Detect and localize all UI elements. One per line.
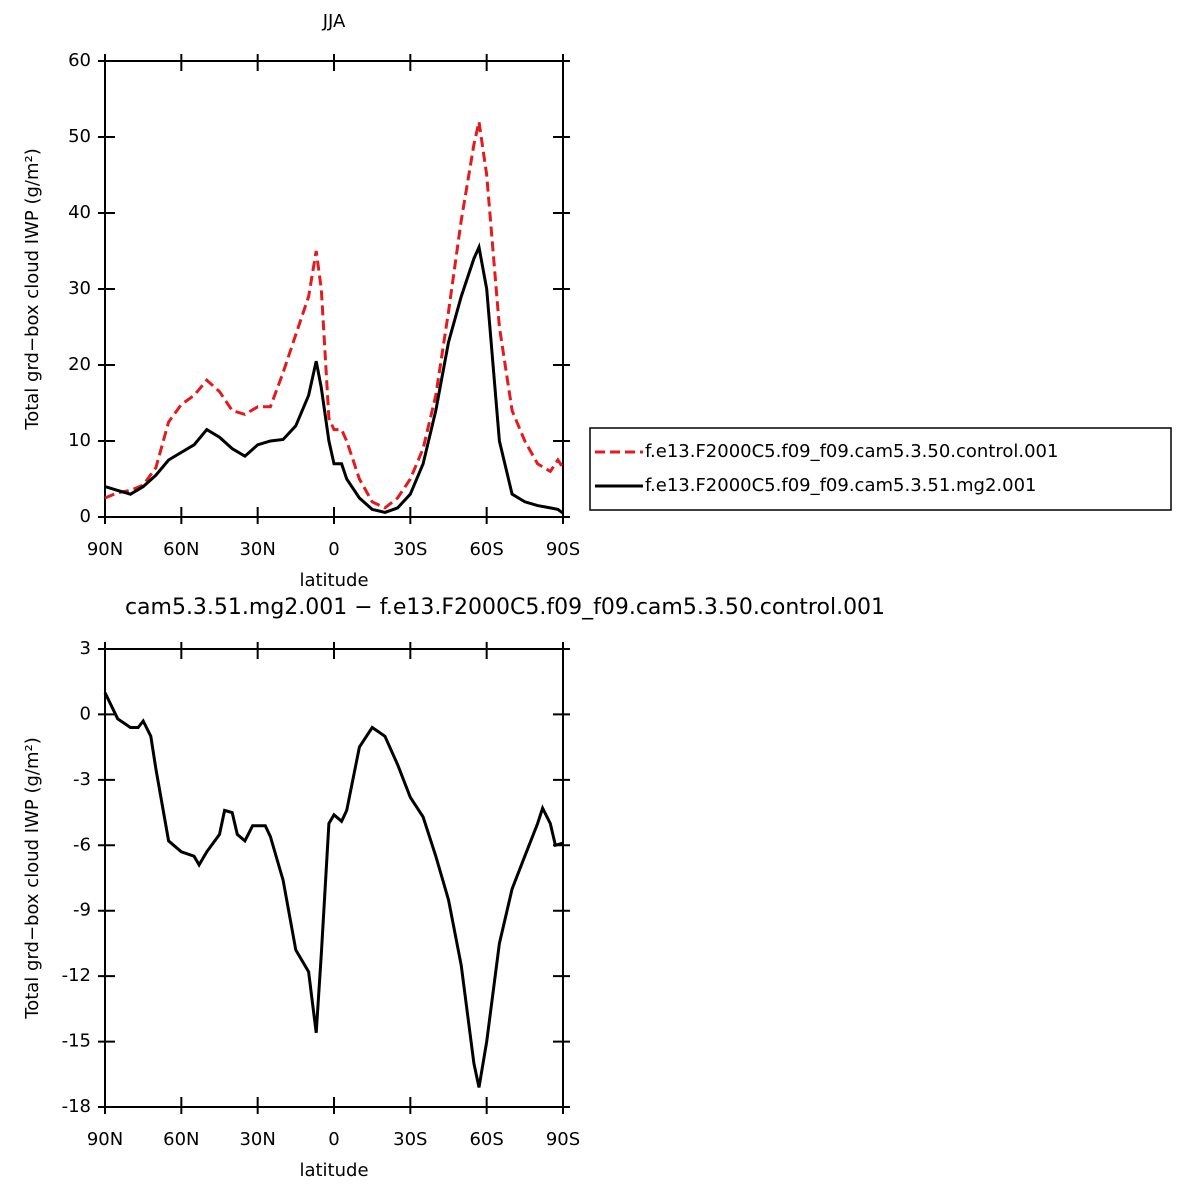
x-tick-label: 30S [393,539,427,560]
y-tick-label: -9 [73,900,91,921]
x-axis-label: latitude [299,1160,368,1181]
legend-box [589,427,1172,511]
y-tick-label: -12 [62,965,91,986]
y-axis-label: Total grd−box cloud IWP (g/m²) [22,737,43,1019]
x-tick-label: 90S [546,1129,580,1150]
x-tick-label: 60N [163,1129,199,1150]
legend-label: f.e13.F2000C5.f09_f09.cam5.3.50.control.… [645,441,1058,462]
plot-frame [104,648,564,1108]
y-tick-label: -3 [73,769,91,790]
y-tick-label: -15 [62,1031,91,1052]
y-tick-label: 30 [68,278,91,299]
y-tick-label: -6 [73,834,91,855]
plot-frame [104,60,564,518]
y-tick-label: 10 [68,430,91,451]
y-tick-label: 40 [68,202,91,223]
x-tick-label: 30N [239,539,275,560]
y-tick-label: 50 [68,126,91,147]
x-tick-label: 90N [87,539,123,560]
y-tick-label: 0 [80,703,91,724]
y-tick-label: 60 [68,50,91,71]
x-tick-label: 60N [163,539,199,560]
y-tick-label: 20 [68,354,91,375]
data-line [103,691,564,1088]
x-tick-label: 30S [393,1129,427,1150]
x-tick-label: 0 [328,539,339,560]
x-tick-label: 0 [328,1129,339,1150]
x-tick-label: 60S [469,1129,503,1150]
x-tick-label: 60S [469,539,503,560]
y-tick-label: -18 [62,1096,91,1117]
legend-label: f.e13.F2000C5.f09_f09.cam5.3.51.mg2.001 [645,475,1036,496]
x-tick-label: 90S [546,539,580,560]
x-axis-label: latitude [299,570,368,591]
data-line [104,121,565,510]
y-tick-label: 3 [80,638,91,659]
chart-title: cam5.3.51.mg2.001 − f.e13.F2000C5.f09_f0… [125,595,885,620]
x-tick-label: 90N [87,1129,123,1150]
x-tick-label: 30N [239,1129,275,1150]
data-line [104,242,564,515]
y-tick-label: 0 [80,506,91,527]
y-axis-label: Total grd−box cloud IWP (g/m²) [22,148,43,430]
chart-title: JJA [322,11,346,32]
